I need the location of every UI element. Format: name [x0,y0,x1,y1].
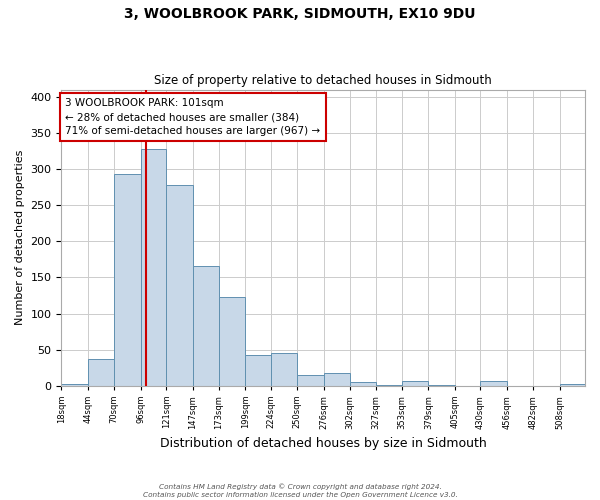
Bar [271,354,297,386]
Bar [376,385,402,386]
Bar [480,382,507,386]
Title: Size of property relative to detached houses in Sidmouth: Size of property relative to detached ho… [154,74,492,87]
Bar [297,375,324,386]
Text: 3, WOOLBROOK PARK, SIDMOUTH, EX10 9DU: 3, WOOLBROOK PARK, SIDMOUTH, EX10 9DU [124,8,476,22]
Bar [88,359,114,386]
Bar [402,380,428,386]
Bar [141,149,166,386]
Bar [114,174,141,386]
Bar [245,356,271,386]
Bar [324,374,350,386]
Bar [166,185,193,386]
Bar [219,297,245,386]
Y-axis label: Number of detached properties: Number of detached properties [15,150,25,326]
Bar [428,385,455,386]
Bar [193,266,219,386]
X-axis label: Distribution of detached houses by size in Sidmouth: Distribution of detached houses by size … [160,437,487,450]
Bar [61,384,88,386]
Bar [350,382,376,386]
Bar [560,384,585,386]
Text: 3 WOOLBROOK PARK: 101sqm
← 28% of detached houses are smaller (384)
71% of semi-: 3 WOOLBROOK PARK: 101sqm ← 28% of detach… [65,98,320,136]
Text: Contains HM Land Registry data © Crown copyright and database right 2024.
Contai: Contains HM Land Registry data © Crown c… [143,484,457,498]
